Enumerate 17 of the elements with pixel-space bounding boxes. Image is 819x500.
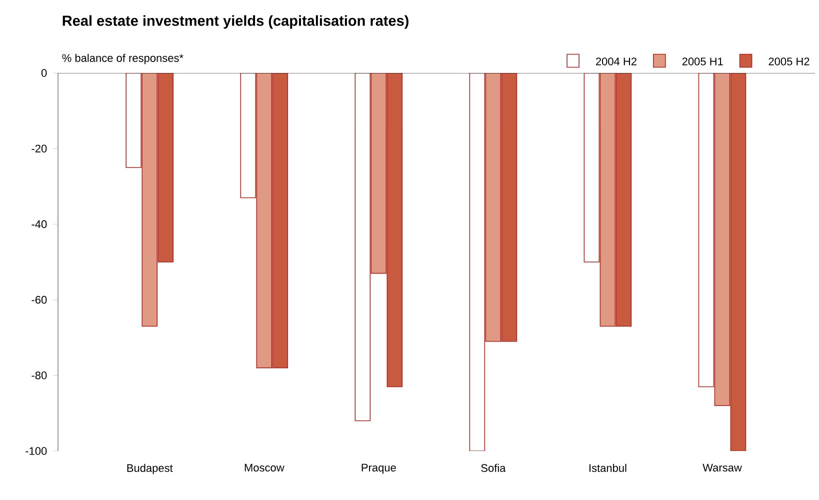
legend-label: 2004 H2 <box>596 58 636 66</box>
x-tick-label: Moscow <box>244 464 284 472</box>
y-axis-title: % balance of responses* <box>62 54 184 64</box>
y-tick-label: -40 <box>32 220 47 228</box>
y-tick-label: -80 <box>32 372 47 380</box>
legend-label: 2005 H1 <box>682 58 723 66</box>
x-tick-label: Istanbul <box>589 464 626 472</box>
x-tick-label: Sofia <box>481 464 506 472</box>
y-tick-label: -20 <box>32 144 47 152</box>
chart-title: Real estate investment yields (capitalisation rates) <box>62 15 408 29</box>
x-tick-label: Praque <box>362 464 396 474</box>
x-tick-label: Warsaw <box>702 464 742 472</box>
y-tick-label: -60 <box>32 296 47 304</box>
legend-label: 2005 H2 <box>768 58 810 66</box>
y-tick-label: -100 <box>26 447 47 455</box>
y-tick-label: 0 <box>41 69 47 77</box>
x-tick-label: Budapest <box>127 464 173 474</box>
